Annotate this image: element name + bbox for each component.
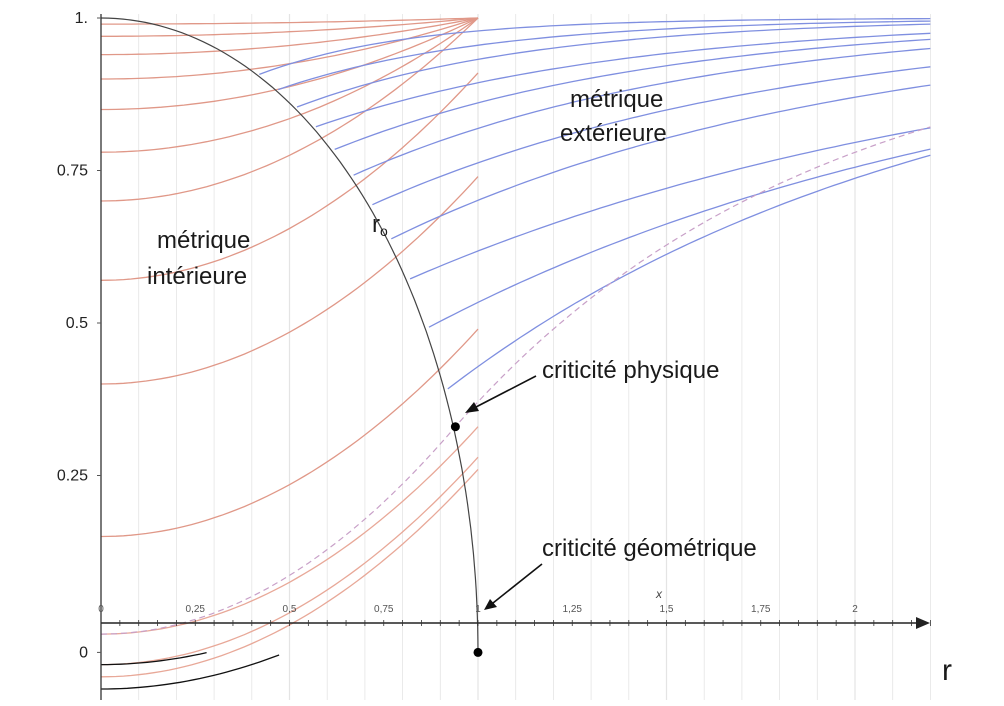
interior-metric-curve [100, 72, 479, 281]
interior-metric-curve [100, 17, 479, 153]
critical-point [473, 647, 483, 657]
exterior-metric-curve [259, 17, 931, 76]
r0-label: ro [372, 211, 388, 239]
exterior-label-line1: métrique [570, 86, 663, 113]
y-tick-label: 1. [75, 10, 88, 27]
exterior-curves [259, 17, 931, 390]
exterior-metric-curve [447, 154, 931, 390]
r0-label-subscript: o [380, 223, 388, 239]
interior-metric-curve [101, 17, 479, 25]
interior-metric-curve [100, 328, 479, 538]
exterior-metric-curve [409, 127, 931, 280]
physical-arrow-line [475, 375, 537, 408]
exterior-metric-curve [296, 23, 931, 108]
exterior-metric-curve [277, 20, 931, 91]
x-tick-label: 1 [475, 604, 481, 615]
special-curves [100, 17, 931, 690]
geometric-arrowhead [484, 599, 497, 610]
x-tick-label: 1,5 [660, 604, 674, 615]
x-axis-arrowhead [916, 617, 930, 629]
exterior-metric-curve [428, 148, 931, 328]
interior-metric-curve [101, 17, 479, 56]
exterior-metric-curve [315, 32, 931, 128]
black-curve [101, 651, 207, 666]
x-tick-label: 0,25 [186, 604, 206, 615]
interior-label-line1: métrique [157, 227, 250, 254]
x-variable-label: x [655, 587, 663, 601]
boundary-curve-r0 [100, 17, 479, 653]
exterior-label-line2: extérieure [560, 120, 667, 147]
exterior-metric-curve [391, 84, 931, 240]
critical-point [450, 422, 460, 432]
axes [100, 14, 930, 700]
points [450, 422, 483, 657]
x-axis-label: r [942, 654, 952, 687]
r0-label-main: r [372, 211, 380, 238]
geometric-criticality-label: criticité géométrique [542, 535, 757, 562]
interior-metric-curve [101, 17, 479, 37]
y-tick-label: 0.75 [57, 163, 88, 180]
x-tick-label: 0,75 [374, 604, 394, 615]
physical-arrowhead [465, 402, 479, 413]
physical-criticality-label: criticité physique [542, 357, 719, 384]
x-tick-label: 1,75 [751, 604, 771, 615]
dashed-critical-curve [100, 126, 931, 635]
annotations: métrique extérieure métrique intérieure … [147, 86, 952, 687]
interior-metric-curve [100, 426, 479, 635]
x-ticks: 0 0,25 0,5 0,75 1 1,25 1,5 1,75 2 [98, 604, 931, 626]
geometric-arrow-line [492, 563, 543, 604]
interior-metric-curve [100, 176, 479, 385]
y-tick-label: 0.5 [66, 315, 88, 332]
exterior-metric-curve [353, 47, 931, 176]
interior-metric-curve [100, 456, 479, 666]
interior-label-line2: intérieure [147, 263, 247, 290]
y-tick-label: 0.25 [57, 468, 88, 485]
x-tick-label: 0,5 [283, 604, 297, 615]
y-ticks: 1. 0.75 0.5 0.25 0 [57, 10, 101, 661]
black-curve [101, 654, 280, 690]
interior-metric-curve [100, 17, 479, 202]
x-tick-label: 0 [98, 604, 104, 615]
x-tick-label: 1,25 [563, 604, 583, 615]
x-tick-label: 2 [852, 604, 858, 615]
exterior-metric-curve [372, 66, 931, 206]
interior-metric-curve [101, 17, 479, 111]
grid [138, 14, 931, 700]
interior-curves [100, 17, 479, 678]
exterior-metric-curve [334, 38, 931, 151]
y-tick-label: 0 [79, 644, 88, 661]
